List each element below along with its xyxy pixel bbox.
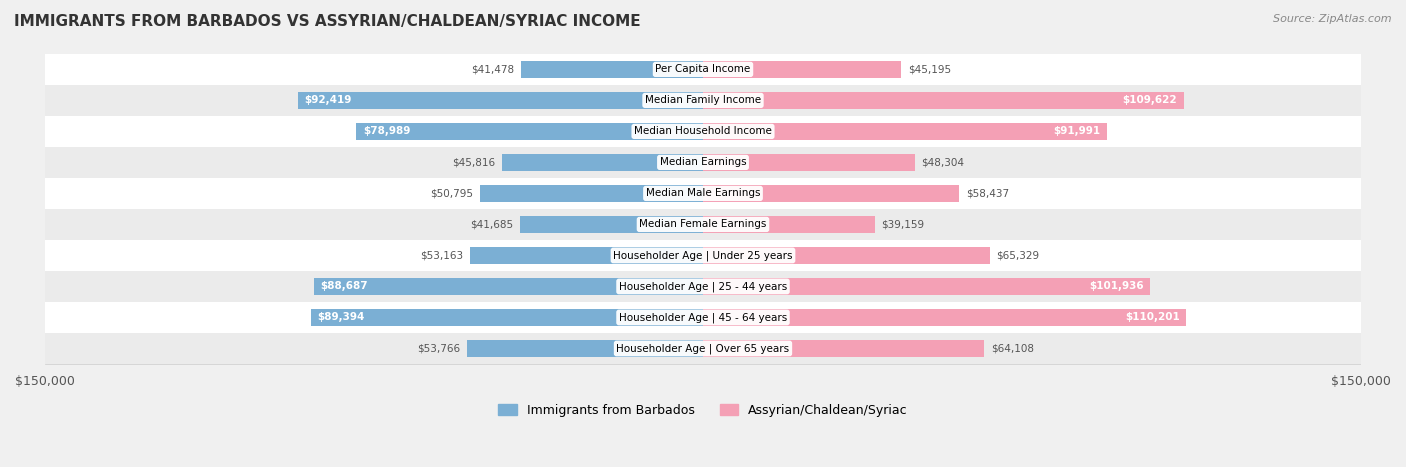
Bar — [703, 247, 990, 264]
Text: $58,437: $58,437 — [966, 188, 1010, 198]
Text: $78,989: $78,989 — [363, 127, 411, 136]
Bar — [45, 333, 1361, 364]
Bar — [45, 147, 1361, 178]
Text: $92,419: $92,419 — [304, 95, 352, 106]
Bar — [703, 185, 959, 202]
Text: $88,687: $88,687 — [321, 282, 368, 291]
Bar — [298, 92, 703, 109]
Bar — [45, 302, 1361, 333]
Text: $53,163: $53,163 — [420, 250, 463, 261]
Text: Source: ZipAtlas.com: Source: ZipAtlas.com — [1274, 14, 1392, 24]
Text: $101,936: $101,936 — [1090, 282, 1143, 291]
Text: $39,159: $39,159 — [882, 219, 925, 229]
Bar — [703, 123, 1107, 140]
Bar — [520, 216, 703, 233]
Legend: Immigrants from Barbados, Assyrian/Chaldean/Syriac: Immigrants from Barbados, Assyrian/Chald… — [494, 399, 912, 422]
Text: $53,766: $53,766 — [418, 343, 461, 354]
Text: Householder Age | 25 - 44 years: Householder Age | 25 - 44 years — [619, 281, 787, 292]
Bar — [703, 340, 984, 357]
Bar — [311, 309, 703, 326]
Text: $45,195: $45,195 — [908, 64, 950, 74]
Text: Median Female Earnings: Median Female Earnings — [640, 219, 766, 229]
Text: $64,108: $64,108 — [991, 343, 1033, 354]
Text: Householder Age | 45 - 64 years: Householder Age | 45 - 64 years — [619, 312, 787, 323]
Bar — [502, 154, 703, 171]
Text: Median Male Earnings: Median Male Earnings — [645, 188, 761, 198]
Text: $65,329: $65,329 — [997, 250, 1039, 261]
Text: $41,685: $41,685 — [471, 219, 513, 229]
Bar — [45, 209, 1361, 240]
Text: $110,201: $110,201 — [1125, 312, 1180, 322]
Bar — [470, 247, 703, 264]
Text: $89,394: $89,394 — [318, 312, 364, 322]
Text: Median Earnings: Median Earnings — [659, 157, 747, 168]
Text: Per Capita Income: Per Capita Income — [655, 64, 751, 74]
Bar — [703, 309, 1187, 326]
Text: Householder Age | Over 65 years: Householder Age | Over 65 years — [616, 343, 790, 354]
Bar — [314, 278, 703, 295]
Bar — [703, 92, 1184, 109]
Bar — [45, 271, 1361, 302]
Bar — [467, 340, 703, 357]
Text: $109,622: $109,622 — [1123, 95, 1177, 106]
Bar — [703, 61, 901, 78]
Bar — [45, 240, 1361, 271]
Text: IMMIGRANTS FROM BARBADOS VS ASSYRIAN/CHALDEAN/SYRIAC INCOME: IMMIGRANTS FROM BARBADOS VS ASSYRIAN/CHA… — [14, 14, 641, 29]
Text: Householder Age | Under 25 years: Householder Age | Under 25 years — [613, 250, 793, 261]
Text: $48,304: $48,304 — [921, 157, 965, 168]
Bar — [703, 278, 1150, 295]
Bar — [703, 216, 875, 233]
Bar — [45, 85, 1361, 116]
Text: Median Household Income: Median Household Income — [634, 127, 772, 136]
Bar — [522, 61, 703, 78]
Text: $91,991: $91,991 — [1053, 127, 1099, 136]
Text: $50,795: $50,795 — [430, 188, 474, 198]
Bar — [357, 123, 703, 140]
Text: Median Family Income: Median Family Income — [645, 95, 761, 106]
Text: $41,478: $41,478 — [471, 64, 515, 74]
Bar — [45, 178, 1361, 209]
Bar — [45, 54, 1361, 85]
Bar — [45, 116, 1361, 147]
Text: $45,816: $45,816 — [453, 157, 495, 168]
Bar — [481, 185, 703, 202]
Bar — [703, 154, 915, 171]
